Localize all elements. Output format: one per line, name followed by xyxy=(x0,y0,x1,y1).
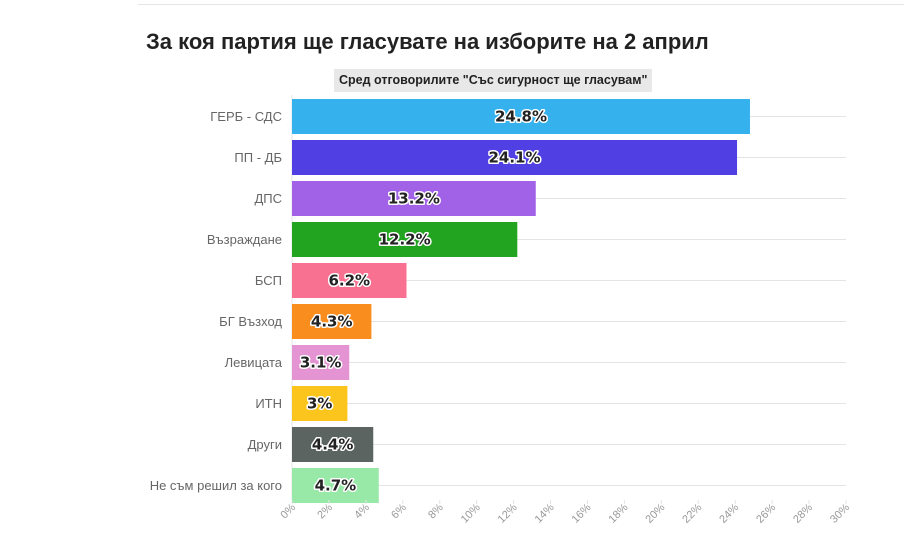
x-tick-label: 6% xyxy=(389,501,409,521)
value-label: 24.8% xyxy=(495,108,547,126)
x-tick-label: 18% xyxy=(606,501,630,525)
bar xyxy=(292,181,536,216)
bar xyxy=(292,263,407,298)
value-label: 4.7% xyxy=(315,477,357,495)
value-label: 3.1% xyxy=(300,354,342,372)
value-label: 6.2% xyxy=(328,272,370,290)
x-tick-label: 10% xyxy=(459,501,483,525)
category-label: Други xyxy=(248,437,282,452)
x-tick-label: 24% xyxy=(717,501,741,525)
x-tick-label: 16% xyxy=(570,501,594,525)
bar xyxy=(292,99,750,134)
category-label: БГ Възход xyxy=(219,314,282,329)
bar xyxy=(292,468,379,503)
category-label: ИТН xyxy=(255,396,282,411)
bar xyxy=(292,345,350,380)
x-tick-label: 26% xyxy=(754,501,778,525)
x-tick-label: 20% xyxy=(643,501,667,525)
category-label: Възраждане xyxy=(207,232,282,247)
x-tick-label: 2% xyxy=(315,501,335,521)
value-label: 4.4% xyxy=(312,436,354,454)
x-tick-label: 0% xyxy=(278,501,298,521)
category-labels: ГЕРБ - СДС ПП - ДБ ДПС Възраждане БСП БГ Възх… xyxy=(150,109,283,493)
x-tick-label: 22% xyxy=(680,501,704,525)
bar xyxy=(292,427,374,462)
chart-title: За коя партия ще гласувате на изборите н… xyxy=(146,29,709,54)
bar xyxy=(292,222,518,257)
bars xyxy=(292,99,750,503)
x-tick-label: 4% xyxy=(352,501,372,521)
category-label: Левицата xyxy=(225,355,283,370)
category-label: БСП xyxy=(255,273,282,288)
x-tick-label: 28% xyxy=(791,501,815,525)
value-label: 3% xyxy=(307,395,332,413)
value-label: 24.1% xyxy=(488,149,540,167)
x-tick-label: 8% xyxy=(426,501,446,521)
category-label: ПП - ДБ xyxy=(234,150,282,165)
bar xyxy=(292,140,738,175)
value-label: 12.2% xyxy=(379,231,431,249)
value-labels: 24.8% 24.1% 13.2% 12.2% 6.2% 4.3% 3.1% 3% 4.4% 4.… xyxy=(298,106,548,496)
chart-subtitle: Сред отговорилите "Със сигурност ще глас… xyxy=(334,69,653,92)
x-tick-label: 30% xyxy=(828,501,852,525)
category-label: Не съм решил за кого xyxy=(150,478,282,493)
value-label: 4.3% xyxy=(311,313,353,331)
bar xyxy=(292,304,372,339)
x-axis-ticks: 0% 2% 4% 6% 8% 10% 12% 14% 16% 18% 20% 22% 24% 26% 28%… xyxy=(278,500,852,526)
x-tick-label: 12% xyxy=(496,501,520,525)
value-label: 13.2% xyxy=(388,190,440,208)
category-label: ДПС xyxy=(254,191,282,206)
x-tick-label: 14% xyxy=(533,501,557,525)
category-label: ГЕРБ - СДС xyxy=(210,109,282,124)
bar xyxy=(292,386,348,421)
top-divider xyxy=(138,4,904,5)
